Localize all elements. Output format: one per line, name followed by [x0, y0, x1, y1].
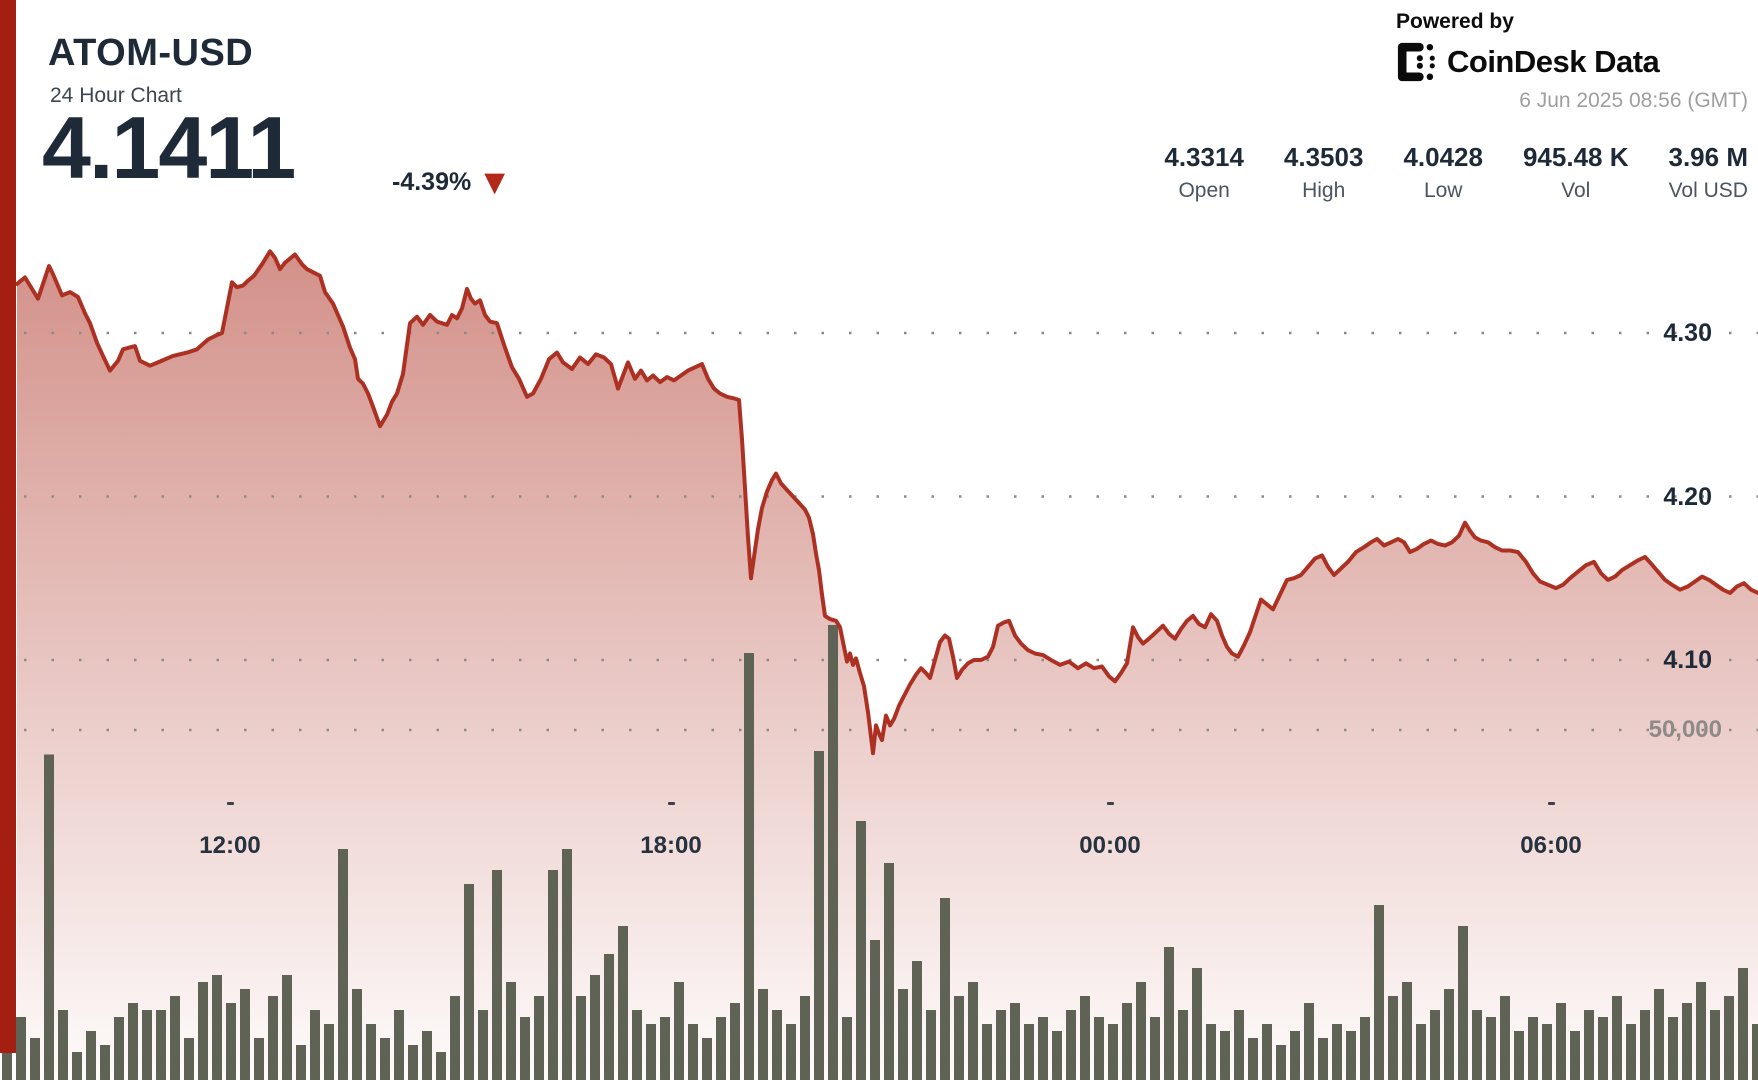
stat-low-value: 4.0428	[1403, 142, 1483, 172]
x-axis-label-0000: 00:00	[1079, 832, 1141, 859]
stats-row: 4.3314 Open 4.3503 High 4.0428 Low 945.4…	[1164, 142, 1748, 203]
x-axis-label-0600: 06:00	[1520, 832, 1582, 859]
stat-high-value: 4.3503	[1283, 142, 1364, 172]
down-triangle-icon: ▼	[484, 167, 505, 198]
chart-subtitle: 24 Hour Chart	[50, 84, 182, 107]
stat-open: 4.3314 Open	[1164, 142, 1244, 203]
stat-volume: 945.48 K Vol	[1523, 142, 1629, 203]
page-title: ATOM-USD	[48, 32, 254, 74]
stat-volume-usd-value: 3.96 M	[1668, 142, 1749, 172]
y-axis-label-420: 4.20	[1663, 482, 1712, 511]
change-percent: -4.39%	[392, 168, 472, 196]
stat-low: 4.0428 Low	[1403, 142, 1483, 203]
y-axis-label-430: 4.30	[1663, 319, 1712, 347]
stat-volume-usd-label: Vol USD	[1668, 179, 1748, 202]
stat-high-label: High	[1302, 179, 1346, 202]
stat-high: 4.3503 High	[1284, 142, 1364, 203]
stat-low-label: Low	[1423, 179, 1463, 202]
stat-open-label: Open	[1178, 179, 1230, 202]
coindesk-logo-icon	[1397, 42, 1435, 82]
y-axis-label-410: 4.10	[1663, 646, 1712, 674]
timestamp: 6 Jun 2025 08:56 (GMT)	[1519, 89, 1748, 112]
x-axis-label-1800: 18:00	[640, 832, 702, 859]
stat-volume-label: Vol	[1561, 179, 1591, 202]
last-price: 4.1411	[42, 98, 296, 197]
x-axis-label-1200: 12:00	[199, 832, 261, 859]
stat-volume-usd: 3.96 M Vol USD	[1669, 142, 1749, 203]
powered-by-label: Powered by	[1396, 10, 1514, 33]
brand-logo-row: CoinDesk Data	[1396, 41, 1748, 83]
stat-open-value: 4.3314	[1164, 142, 1244, 172]
branding-block: Powered by CoinDesk Data 6 Jun 2025 08:5…	[1396, 10, 1748, 113]
brand-name: CoinDesk Data	[1447, 44, 1660, 79]
stat-volume-value: 945.48 K	[1522, 142, 1629, 172]
y-axis-label-volume: 50,000	[1648, 716, 1722, 743]
left-accent-bar	[0, 0, 16, 1053]
price-change: -4.39% ▼	[392, 168, 505, 197]
